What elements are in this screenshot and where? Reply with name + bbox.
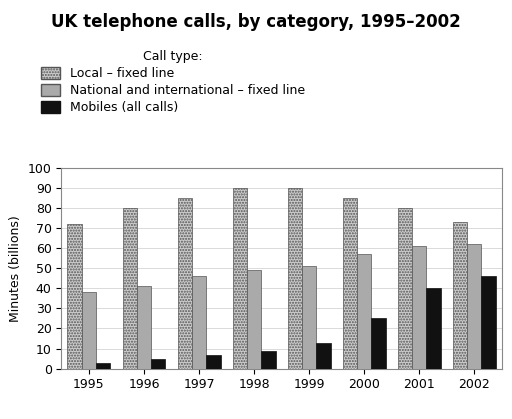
Bar [412, 246, 426, 369]
Bar [467, 244, 481, 369]
Bar [343, 198, 357, 369]
Bar [192, 276, 206, 369]
Bar [398, 208, 412, 369]
Bar [481, 276, 496, 369]
Legend: Local – fixed line, National and international – fixed line, Mobiles (all calls): Local – fixed line, National and interna… [41, 50, 305, 114]
Bar [357, 254, 371, 369]
Bar [151, 359, 165, 369]
Bar [426, 288, 441, 369]
Bar [302, 266, 316, 369]
Bar [82, 292, 96, 369]
Bar [178, 198, 192, 369]
Bar [453, 222, 467, 369]
Text: UK telephone calls, by category, 1995–2002: UK telephone calls, by category, 1995–20… [51, 13, 461, 31]
Bar [96, 363, 111, 369]
Y-axis label: Minutes (billions): Minutes (billions) [9, 215, 23, 321]
Bar [206, 354, 221, 369]
Bar [371, 318, 386, 369]
Bar [68, 224, 82, 369]
Bar [122, 208, 137, 369]
Bar [316, 343, 331, 369]
Bar [288, 188, 302, 369]
Bar [247, 270, 261, 369]
Bar [137, 286, 151, 369]
Bar [232, 188, 247, 369]
Bar [261, 351, 275, 369]
